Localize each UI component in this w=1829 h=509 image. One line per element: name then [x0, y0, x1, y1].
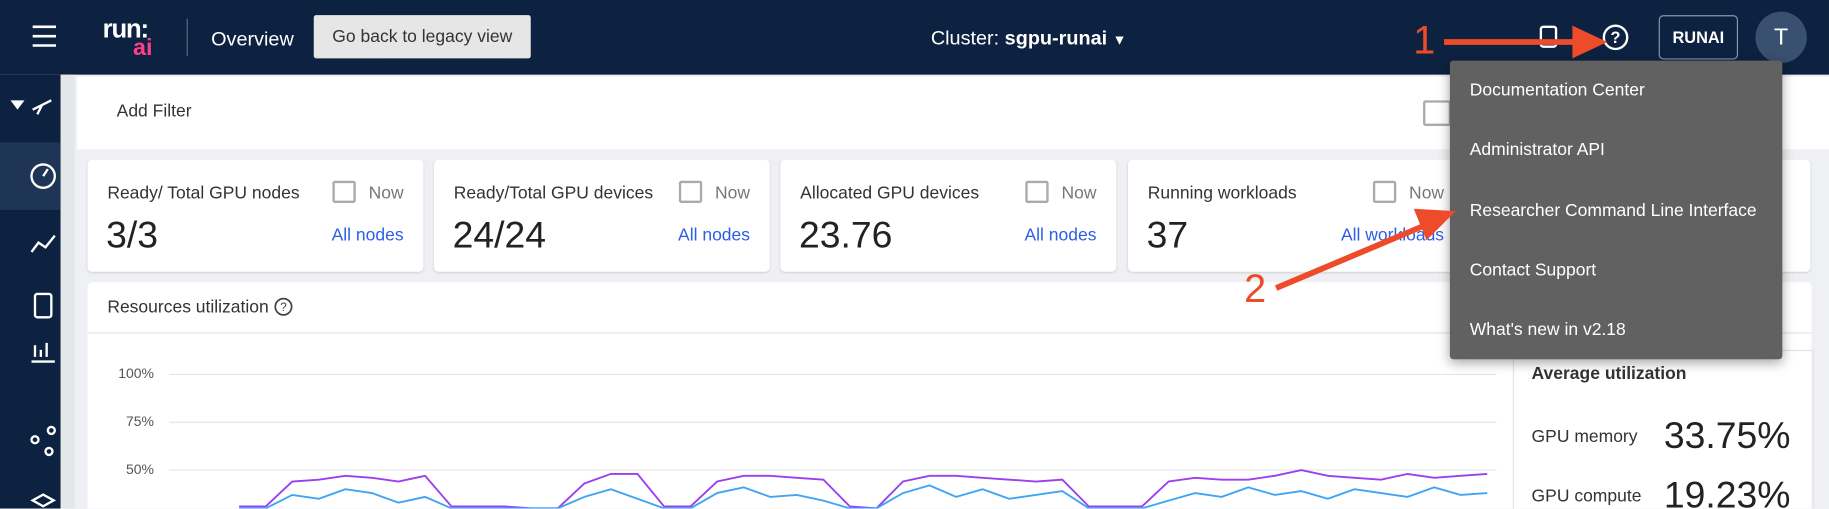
- average-value: 19.23%: [1663, 473, 1791, 509]
- logo: ai: [132, 34, 153, 61]
- menu-item[interactable]: Researcher Command Line Interface: [1469, 200, 1757, 220]
- calendar-icon: [1372, 180, 1397, 203]
- average-value: 33.75%: [1663, 414, 1791, 457]
- menu-item[interactable]: Contact Support: [1469, 259, 1597, 280]
- card-title: Running workloads: [1147, 183, 1297, 203]
- card-value: 23.76: [799, 213, 893, 256]
- cluster-name: sgpu-runai: [1004, 26, 1108, 49]
- menu-button[interactable]: [30, 23, 60, 49]
- scrollbar[interactable]: [60, 74, 75, 509]
- y-tick-label: 50%: [126, 461, 154, 477]
- card-link[interactable]: All nodes: [678, 225, 751, 245]
- card-value: 37: [1146, 213, 1189, 256]
- logo: run:: [102, 13, 149, 44]
- card: Ready/Total GPU devices Now 24/24 All nodes: [433, 159, 770, 272]
- calendar-icon: [1025, 180, 1049, 203]
- average-title: Average utilization: [1531, 363, 1687, 384]
- menu-item[interactable]: Documentation Center: [1469, 80, 1645, 101]
- card: Running workloads Now 37 All workloads: [1127, 159, 1464, 272]
- card-time: Now: [368, 183, 404, 203]
- y-tick-label: 100%: [118, 365, 154, 381]
- page-title: Overview: [211, 27, 294, 51]
- card: Ready/ Total GPU nodes Now 3/3 All nodes: [87, 159, 424, 272]
- average-label: GPU memory: [1531, 426, 1638, 447]
- card-time: Now: [1061, 183, 1097, 203]
- card-link[interactable]: All nodes: [331, 225, 404, 245]
- help-menu: [1449, 60, 1783, 360]
- org-button[interactable]: RUNAI: [1658, 15, 1739, 60]
- svg-text:?: ?: [1611, 29, 1621, 47]
- card-time: Now: [715, 183, 751, 203]
- cluster-selector[interactable]: Cluster: sgpu-runai ▼: [930, 26, 1127, 49]
- card-time: Now: [1409, 183, 1445, 203]
- annotation-number: 2: [1244, 267, 1266, 311]
- calendar-icon: [678, 180, 703, 203]
- divider: [87, 332, 1812, 334]
- help-button[interactable]: ?: [1600, 22, 1630, 52]
- cluster-label: Cluster:: [930, 26, 1000, 49]
- sidebar-icons[interactable]: [0, 75, 61, 509]
- legacy-button[interactable]: Go back to legacy view: [313, 15, 531, 59]
- svg-text:?: ?: [280, 301, 287, 314]
- y-tick-label: 75%: [126, 413, 154, 429]
- divider: [186, 18, 188, 56]
- card-value: 24/24: [452, 213, 546, 256]
- card-link[interactable]: All nodes: [1024, 225, 1097, 245]
- card-title: Ready/Total GPU devices: [453, 183, 654, 203]
- calendar-icon: [332, 180, 356, 203]
- card-value: 3/3: [106, 213, 159, 256]
- series-line: [239, 484, 1488, 509]
- menu-item[interactable]: What's new in v2.18: [1469, 319, 1626, 340]
- notification-icon[interactable]: [1537, 23, 1560, 51]
- annotation-number: 1: [1413, 19, 1435, 63]
- panel-title: Resources utilization: [107, 297, 269, 318]
- card: Allocated GPU devices Now 23.76 All nodes: [780, 159, 1117, 272]
- average-label: GPU compute: [1531, 486, 1642, 507]
- info-icon: ?: [274, 297, 293, 316]
- avatar[interactable]: T: [1755, 11, 1807, 63]
- card-title: Allocated GPU devices: [800, 183, 980, 203]
- menu-item[interactable]: Administrator API: [1469, 140, 1605, 161]
- card-title: Ready/ Total GPU nodes: [107, 183, 300, 203]
- add-filter[interactable]: Add Filter: [116, 101, 192, 122]
